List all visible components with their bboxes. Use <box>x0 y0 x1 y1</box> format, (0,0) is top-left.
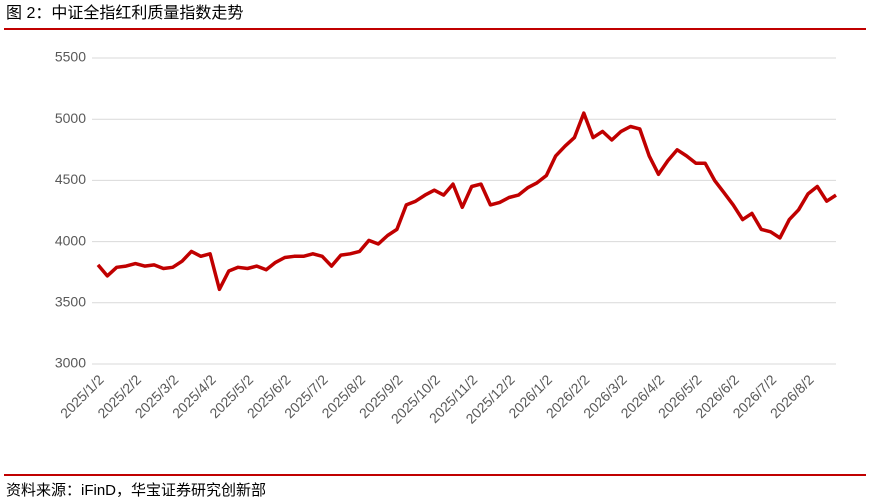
y-tick-label: 5500 <box>55 49 86 65</box>
series-line <box>96 111 837 292</box>
source-note: 资料来源：iFinD，华宝证券研究创新部 <box>6 482 266 499</box>
y-tick-label: 4500 <box>55 171 86 187</box>
y-tick-label: 5000 <box>55 110 86 126</box>
y-tick-label: 3500 <box>55 294 86 310</box>
chart-title: 图 2：中证全指红利质量指数走势 <box>6 4 243 22</box>
y-tick-label: 4000 <box>55 232 86 248</box>
y-tick-label: 3000 <box>55 355 86 371</box>
